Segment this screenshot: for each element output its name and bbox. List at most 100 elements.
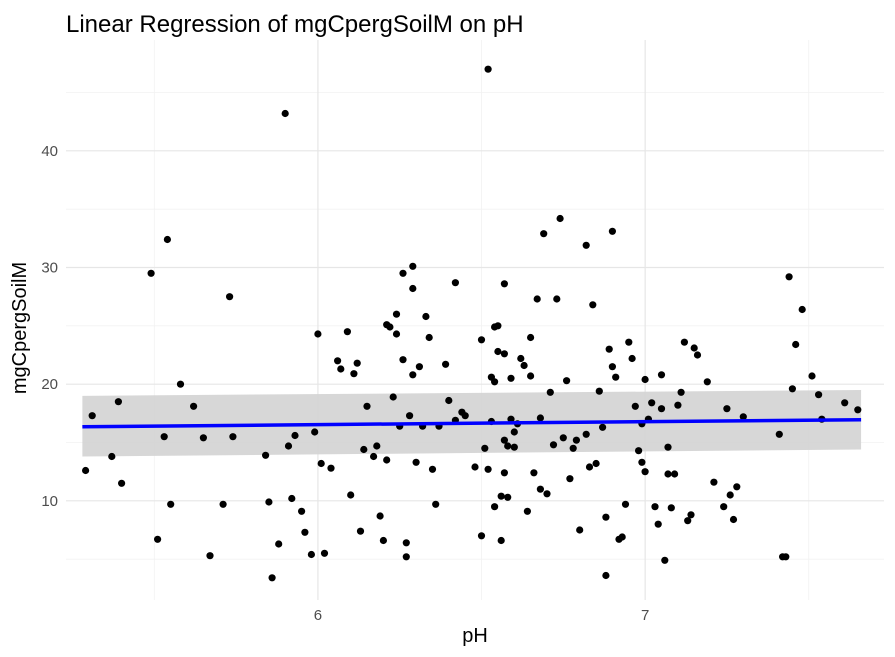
data-point	[661, 556, 669, 564]
data-point	[491, 378, 499, 386]
data-point	[602, 571, 610, 580]
data-point	[657, 371, 666, 379]
data-point	[510, 443, 518, 451]
data-point	[576, 526, 584, 534]
data-point	[399, 356, 407, 364]
data-point	[281, 109, 289, 118]
data-point	[262, 451, 270, 459]
tick-labels: 6 7 10 20 30 40	[41, 143, 649, 624]
data-point	[684, 517, 692, 525]
data-point	[409, 371, 417, 379]
data-point	[265, 498, 273, 506]
data-point	[301, 528, 309, 536]
data-point	[602, 513, 610, 521]
data-point	[785, 273, 793, 281]
data-point	[536, 485, 545, 493]
data-point	[729, 515, 738, 524]
data-point	[445, 396, 453, 405]
data-point	[432, 500, 440, 508]
y-tick-label: 10	[41, 493, 58, 510]
data-point	[114, 398, 122, 406]
data-point	[497, 492, 505, 500]
data-point	[703, 378, 711, 386]
data-point	[582, 430, 590, 438]
data-point	[792, 340, 800, 349]
data-point	[163, 235, 171, 244]
data-point	[406, 412, 414, 420]
data-point	[651, 503, 659, 511]
data-point	[667, 504, 675, 512]
data-point	[108, 452, 116, 461]
data-point	[376, 512, 384, 520]
data-point	[720, 503, 728, 511]
data-point	[775, 430, 783, 438]
data-point	[523, 507, 532, 515]
data-point	[154, 535, 162, 543]
data-point	[553, 295, 561, 303]
data-point	[176, 380, 185, 388]
data-point	[160, 433, 168, 441]
data-point	[638, 458, 646, 466]
data-point	[605, 345, 613, 353]
data-point	[484, 465, 492, 473]
data-point	[536, 414, 545, 422]
data-point	[507, 415, 515, 423]
data-point	[317, 459, 325, 468]
data-point	[533, 295, 541, 303]
data-point	[428, 465, 437, 473]
data-point	[680, 338, 689, 346]
data-point	[585, 463, 594, 471]
data-point	[425, 333, 433, 342]
data-point	[546, 388, 554, 396]
data-point	[621, 500, 630, 508]
y-tick-label: 40	[41, 143, 58, 160]
data-point	[507, 374, 515, 382]
data-point	[229, 433, 237, 441]
data-point	[392, 310, 401, 318]
data-point	[664, 470, 672, 478]
data-point	[582, 241, 590, 249]
data-point	[275, 540, 283, 548]
data-point	[284, 442, 293, 450]
data-point	[710, 478, 718, 486]
data-point	[353, 359, 361, 367]
data-point	[477, 532, 486, 540]
data-point	[798, 305, 806, 314]
chart-title: Linear Regression of mgCpergSoilM on pH	[66, 11, 524, 38]
data-point	[327, 464, 335, 472]
data-point	[471, 463, 479, 471]
data-point	[363, 402, 371, 410]
data-point	[631, 402, 639, 410]
data-point	[635, 447, 643, 455]
data-point	[641, 468, 649, 476]
data-point	[595, 387, 603, 395]
data-point	[671, 470, 679, 478]
data-point	[563, 377, 571, 385]
data-point	[677, 388, 685, 396]
data-point	[540, 230, 548, 238]
data-point	[409, 284, 417, 293]
data-point	[500, 469, 508, 477]
data-point	[360, 445, 368, 454]
data-point	[226, 293, 234, 301]
data-point	[343, 328, 351, 336]
data-point	[500, 350, 508, 358]
data-point	[500, 436, 508, 444]
data-point	[288, 494, 296, 503]
data-point	[608, 227, 617, 235]
data-point	[389, 393, 397, 401]
data-point	[199, 434, 207, 442]
data-point	[648, 399, 656, 407]
data-point	[612, 373, 620, 381]
fit-line-layer	[82, 418, 862, 429]
data-point	[854, 406, 862, 414]
data-point	[409, 262, 417, 270]
data-point	[654, 520, 662, 528]
data-point	[657, 405, 666, 413]
data-point	[314, 330, 322, 338]
data-point	[733, 483, 741, 491]
y-tick-label: 30	[41, 260, 58, 277]
data-point	[527, 372, 535, 380]
data-point	[504, 493, 512, 501]
